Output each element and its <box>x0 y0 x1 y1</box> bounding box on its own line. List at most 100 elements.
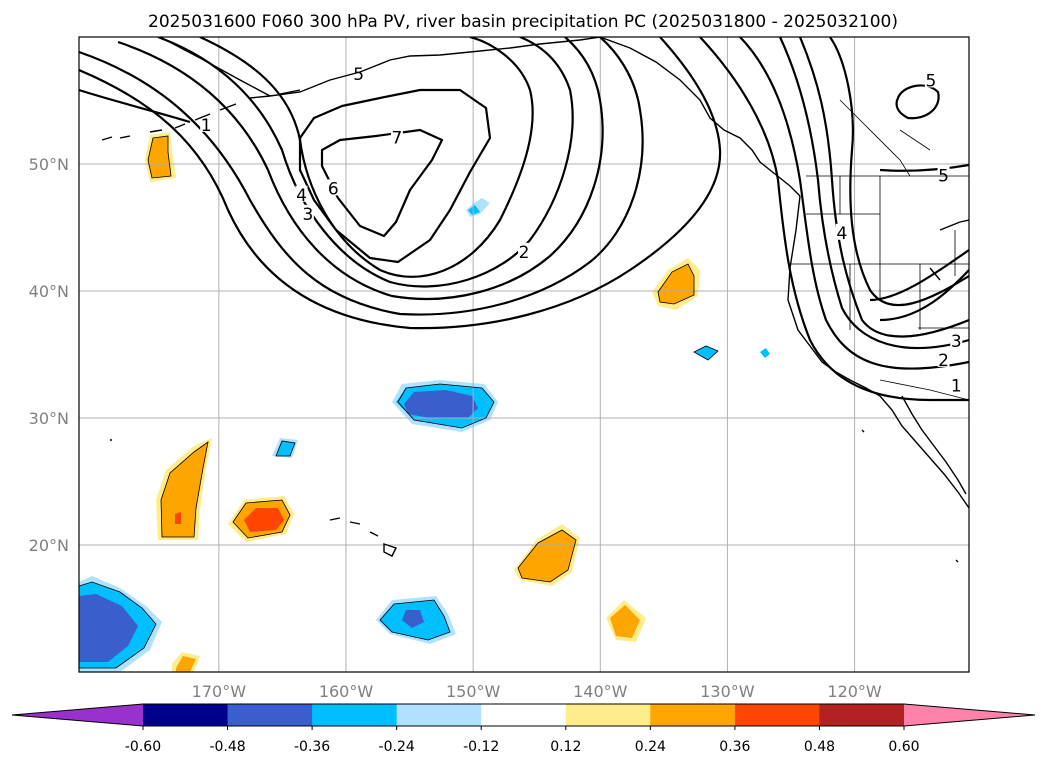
pv-contour-label: 2 <box>938 351 949 371</box>
contour-label-bg <box>200 115 213 132</box>
pv-contour-label: 6 <box>328 179 339 199</box>
contour-label-bg <box>950 331 963 348</box>
pv-contour-label: 3 <box>951 332 962 352</box>
coastline-island <box>110 429 959 563</box>
lon-tick-label: 150°W <box>446 682 501 701</box>
pv-contour-label: 4 <box>296 186 307 206</box>
pv-contour-arctic <box>79 88 191 124</box>
anomaly-negative <box>79 594 138 662</box>
pv-contour-4 <box>157 37 574 288</box>
contour-label-bg <box>924 71 937 88</box>
contour-label-bg <box>301 204 314 221</box>
pv-contour-2 <box>79 37 644 316</box>
pv-contour-east-4 <box>798 37 969 338</box>
colorbar-cell <box>650 704 736 726</box>
lon-tick-label: 120°W <box>827 682 882 701</box>
lat-tick-label: 20°N <box>29 536 69 555</box>
anomaly-positive <box>161 442 208 537</box>
anomaly-positive <box>610 605 640 638</box>
anomaly-positive <box>658 264 694 304</box>
political-borders <box>790 99 969 401</box>
colorbar-tick-label: -0.36 <box>294 739 330 755</box>
map-frame <box>78 36 970 673</box>
colorbar-cell <box>734 704 820 726</box>
anomaly-negative <box>402 610 424 628</box>
coastline-alaska <box>159 37 601 97</box>
precipitation-anomaly-layer <box>79 132 770 672</box>
pv-contour-east-3 <box>779 37 969 350</box>
anomaly-negative <box>468 205 480 215</box>
border-canada-provinces <box>839 99 931 177</box>
colorbar-tick-label: -0.60 <box>125 739 161 755</box>
colorbar-tick-label: -0.24 <box>379 739 415 755</box>
longitude-labels: 170°W 160°W 150°W 140°W 130°W 120°W <box>192 682 882 701</box>
anomaly-positive <box>148 136 171 178</box>
contour-label-bg <box>518 242 530 259</box>
contour-label-bg <box>937 350 950 367</box>
colorbar-tick-label: 0.36 <box>719 739 750 755</box>
pv-contour-7 <box>320 128 444 238</box>
contour-label-bg <box>937 166 950 183</box>
anomaly-negative <box>760 348 770 358</box>
anomaly-positive <box>518 530 576 582</box>
anomaly-positive <box>175 512 181 524</box>
colorbar-tick-label: 0.12 <box>550 739 581 755</box>
colorbar-tick-label: -0.12 <box>463 739 499 755</box>
border-us-mexico <box>879 379 969 401</box>
anomaly-outlines <box>79 135 719 669</box>
colorbar-extend-over <box>904 704 1035 726</box>
colorbar-tick-label: 0.60 <box>888 739 919 755</box>
coastline-aleutians <box>101 89 301 141</box>
anomaly-positive <box>176 656 196 672</box>
colorbar-tick-label: -0.48 <box>209 739 245 755</box>
colorbar-cells <box>11 703 1036 727</box>
colorbar-cell <box>227 704 313 726</box>
lon-tick-label: 130°W <box>700 682 755 701</box>
coastline-west-coast <box>787 195 969 509</box>
colorbar-cell <box>565 704 651 726</box>
contour-label-bg <box>295 185 308 202</box>
lat-tick-label: 40°N <box>29 282 69 301</box>
lon-tick-label: 160°W <box>319 682 374 701</box>
colorbar-ticks: -0.60 -0.48 -0.36 -0.24 -0.12 0.12 0.24 0.36 0.4… <box>125 726 920 755</box>
pv-contour-small-5 <box>895 84 940 120</box>
colorbar-cell <box>481 704 567 726</box>
pv-contour-east-2 <box>739 37 969 370</box>
colorbar: -0.60 -0.48 -0.36 -0.24 -0.12 0.12 0.24 0.36 0.4… <box>11 703 1036 755</box>
coastline-panhandle <box>599 37 801 197</box>
pv-contour-label: 2 <box>519 243 530 263</box>
colorbar-cell <box>819 704 905 726</box>
colorbar-extend-under <box>12 704 143 726</box>
colorbar-cell <box>396 704 482 726</box>
contour-label-bg <box>835 223 848 240</box>
lat-tick-label: 50°N <box>29 155 69 174</box>
pv-contour-label: 5 <box>938 167 949 187</box>
anomaly-negative <box>404 390 478 418</box>
anomaly-positive <box>244 508 284 532</box>
contour-label-bg <box>950 376 963 393</box>
pv-contour-east-7 <box>879 269 969 322</box>
coastline-baja <box>901 395 967 495</box>
pv-contour-1 <box>79 37 722 330</box>
anomaly-negative <box>694 346 718 360</box>
colorbar-tick-label: 0.48 <box>804 739 835 755</box>
latitude-labels: 50°N 40°N 30°N 20°N <box>29 155 69 555</box>
pv-contour-label: 7 <box>391 129 402 149</box>
pv-contour-label: 3 <box>302 205 313 225</box>
pv-contour-label: 5 <box>925 71 936 91</box>
lat-tick-label: 30°N <box>29 409 69 428</box>
coastlines <box>101 37 969 563</box>
coastline-hawaii <box>329 517 397 557</box>
pv-contour-north-5 <box>879 163 969 172</box>
lon-tick-label: 170°W <box>192 682 247 701</box>
pv-contour-5 <box>199 37 534 278</box>
colorbar-cell <box>143 704 229 726</box>
pv-contour-label: 5 <box>353 65 364 85</box>
contour-label-bg <box>390 128 403 145</box>
pv-contour-label: 1 <box>951 376 962 396</box>
colorbar-cell <box>312 704 398 726</box>
colorbar-tick-label: 0.24 <box>635 739 666 755</box>
